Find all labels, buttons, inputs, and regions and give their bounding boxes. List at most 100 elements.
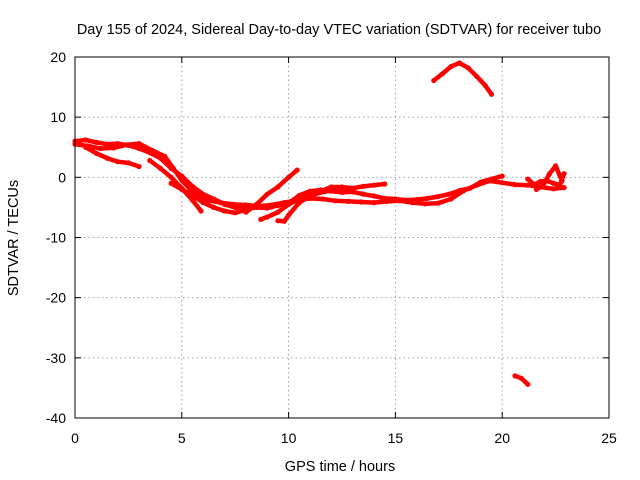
x-tick-labels: 0 5 10 15 20 25	[71, 430, 617, 446]
data-point	[422, 201, 428, 207]
y-tick-label: -40	[46, 410, 66, 426]
data-point	[281, 218, 287, 224]
y-tick-labels: -40 -30 -20 -10 0 10 20	[46, 49, 66, 426]
data-point	[424, 195, 430, 201]
data-point	[345, 198, 351, 204]
x-tick-label: 10	[281, 430, 297, 446]
data-point	[168, 165, 174, 171]
data-point	[168, 180, 174, 186]
data-point	[531, 182, 537, 188]
data-point	[465, 65, 471, 71]
data-point	[446, 191, 452, 197]
data-point	[93, 139, 99, 145]
data-point	[179, 186, 185, 192]
data-point	[157, 165, 163, 171]
data-point	[147, 150, 153, 156]
data-point	[499, 173, 505, 179]
data-point	[533, 186, 540, 192]
data-point	[162, 153, 168, 159]
data-point	[258, 216, 264, 222]
data-point	[189, 183, 196, 189]
data-point	[104, 141, 110, 147]
data-point	[254, 201, 260, 207]
data-point	[136, 141, 142, 147]
data-point	[307, 193, 313, 199]
data-point	[264, 191, 270, 197]
y-tick-label: -10	[46, 230, 66, 246]
data-point	[318, 189, 324, 195]
data-point	[488, 91, 495, 97]
data-point	[286, 212, 292, 218]
data-point	[439, 71, 445, 77]
data-point	[294, 167, 300, 173]
data-point	[83, 137, 89, 143]
data-point	[435, 194, 441, 200]
y-tick-label: 10	[50, 109, 66, 125]
data-point	[110, 145, 116, 151]
axis-ticks	[74, 56, 610, 419]
data-point	[360, 191, 366, 197]
data-point	[478, 179, 484, 185]
data-point	[286, 201, 292, 207]
data-point	[525, 182, 531, 188]
data-point	[360, 183, 366, 189]
chart-title: Day 155 of 2024, Sidereal Day-to-day VTE…	[77, 22, 601, 38]
data-point	[561, 185, 567, 191]
data-point	[275, 184, 281, 190]
data-point	[382, 181, 388, 187]
data-point	[333, 198, 339, 204]
data-point	[200, 191, 206, 197]
data-point	[136, 163, 142, 170]
data-point	[339, 186, 345, 192]
data-series-layer	[72, 60, 567, 387]
data-point	[264, 214, 270, 220]
data-point	[243, 209, 249, 215]
x-tick-label: 0	[71, 430, 79, 446]
data-point	[328, 188, 334, 194]
grid-lines	[75, 57, 609, 418]
data-point	[198, 208, 204, 214]
data-point	[474, 73, 480, 79]
data-point	[189, 192, 196, 198]
data-point	[136, 145, 142, 152]
data-point	[488, 176, 495, 182]
data-point	[550, 180, 557, 186]
data-point	[320, 196, 326, 202]
data-point	[467, 185, 473, 191]
data-point	[211, 204, 217, 210]
data-point	[403, 197, 409, 203]
x-tick-label: 25	[601, 430, 617, 446]
data-point	[179, 173, 185, 179]
data-point	[104, 155, 110, 161]
y-axis-label: SDTVAR / TECUs	[6, 180, 22, 296]
data-point	[525, 381, 531, 387]
data-point	[561, 171, 567, 177]
y-tick-label: -20	[46, 290, 66, 306]
data-point	[550, 186, 557, 192]
data-point	[371, 182, 377, 188]
data-point	[557, 182, 563, 188]
y-tick-label: -30	[46, 350, 66, 366]
data-point	[392, 196, 398, 202]
data-point	[200, 200, 206, 206]
series-track-9	[432, 60, 494, 96]
data-point	[83, 144, 89, 150]
data-point	[448, 196, 454, 202]
data-point	[157, 155, 163, 161]
data-point	[512, 182, 518, 188]
data-point	[221, 201, 228, 207]
data-point	[540, 183, 546, 189]
data-point	[435, 200, 441, 206]
data-point	[93, 150, 99, 156]
data-point	[168, 174, 174, 180]
data-point	[525, 176, 531, 182]
data-point	[125, 142, 131, 148]
x-tick-label: 20	[494, 430, 510, 446]
data-point	[482, 82, 488, 88]
data-point	[371, 200, 377, 206]
y-tick-label: 0	[58, 169, 66, 185]
data-point	[553, 163, 559, 169]
data-point	[275, 203, 281, 209]
data-point	[275, 218, 281, 224]
